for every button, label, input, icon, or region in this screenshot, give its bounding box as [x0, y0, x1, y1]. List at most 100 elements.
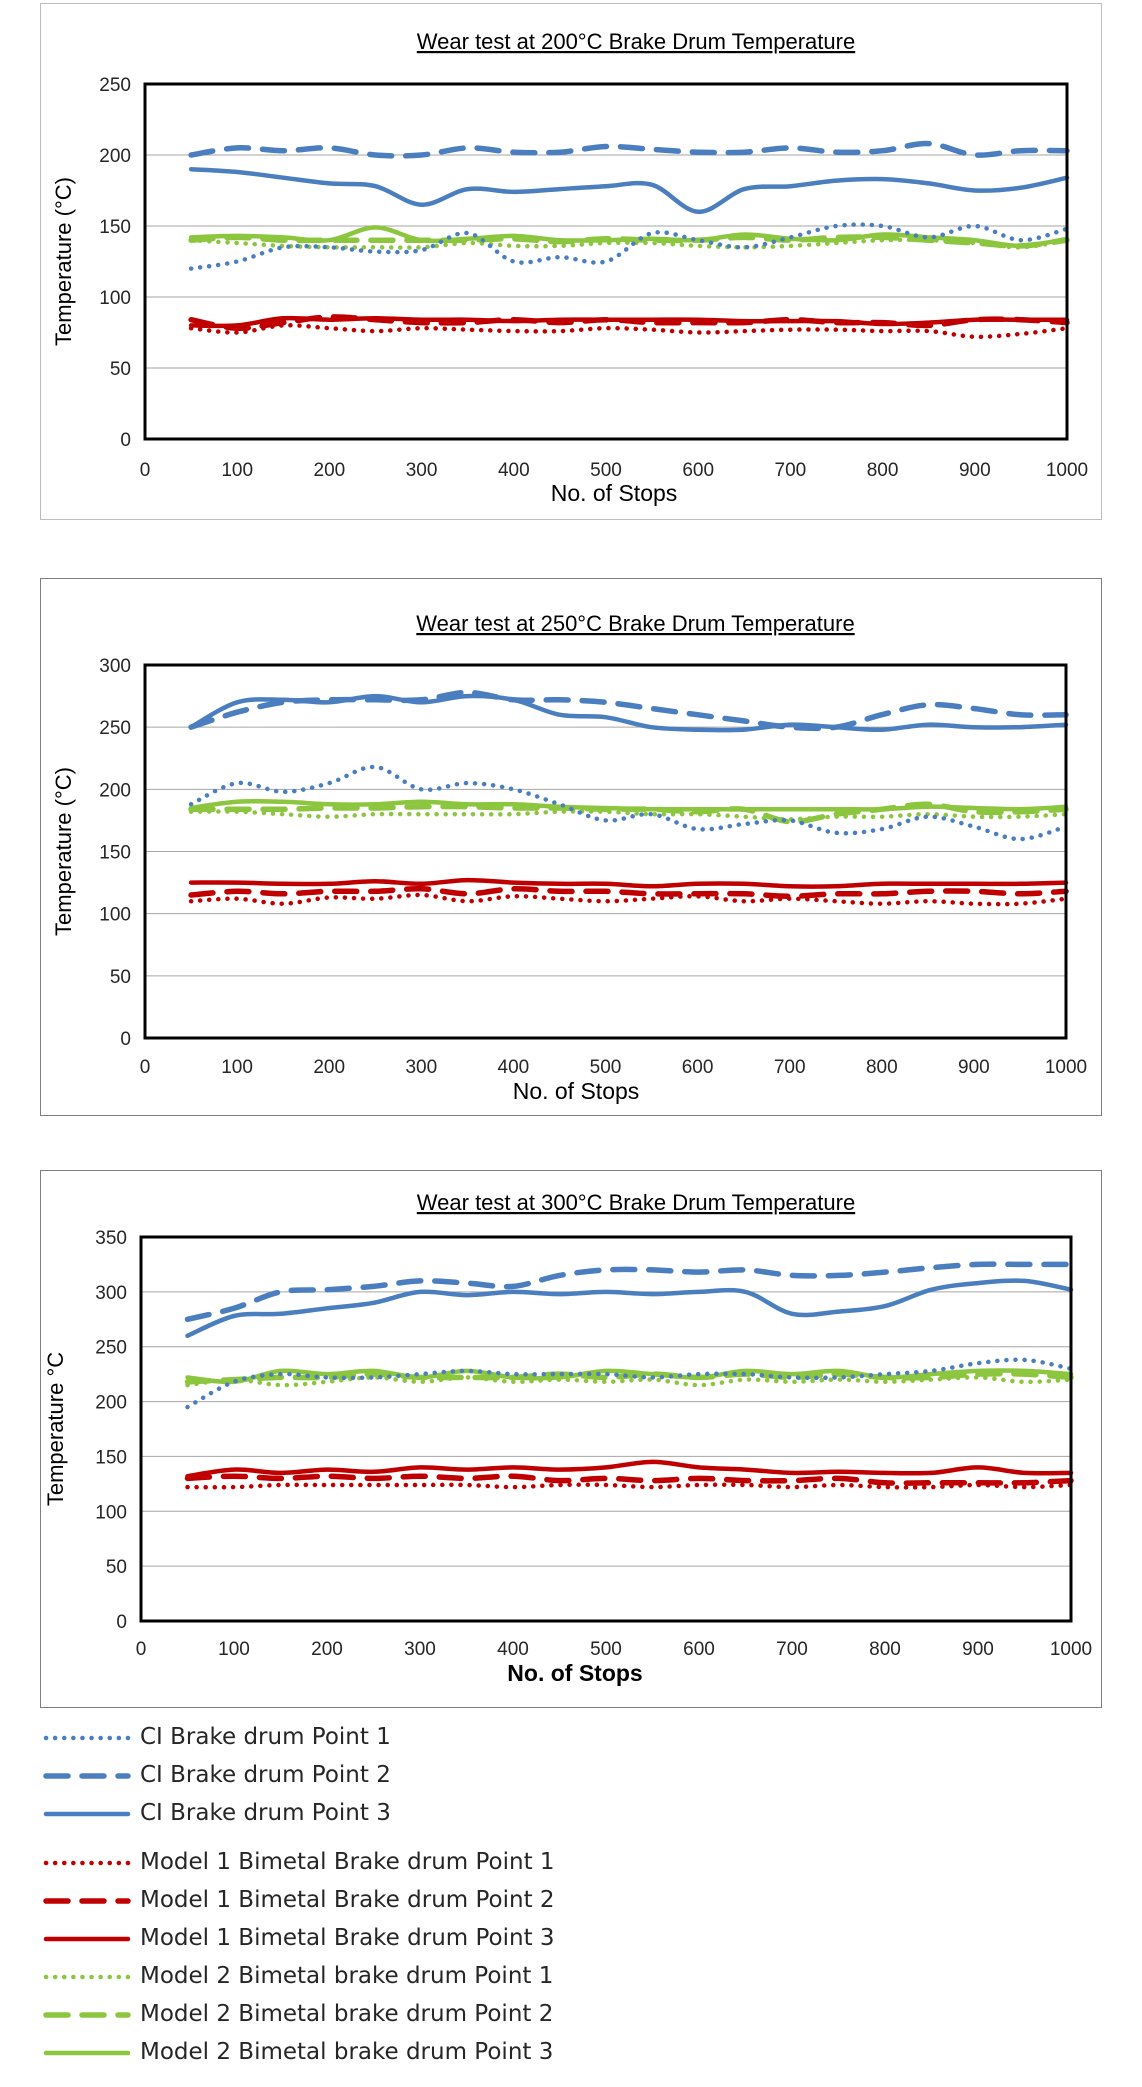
legend-label: CI Brake drum Point 2: [140, 1762, 391, 1788]
x-tick-label: 600: [683, 1639, 715, 1660]
chart-panel-200c: 0 50 100 150 200 250 0 100 200 300 400 500 600 700 800…: [40, 3, 1102, 520]
series-line-6: [185, 1459, 1074, 1479]
y-tick-label: 300: [99, 656, 131, 677]
y-tick-label: 0: [116, 1612, 127, 1633]
gridlines: [141, 1291, 1071, 1567]
series-line-1: [188, 764, 1069, 842]
series-line-9: [188, 798, 1069, 812]
legend-item: CI Brake drum Point 3: [40, 1798, 740, 1828]
y-tick-label: 300: [95, 1283, 127, 1304]
series-line-8: [184, 1370, 1074, 1385]
series-line-6: [188, 315, 1070, 329]
y-tick-label: 100: [99, 905, 131, 926]
series-line-2: [184, 1261, 1074, 1323]
x-tick-label: 900: [962, 1639, 994, 1660]
x-tick-label: 500: [590, 1639, 622, 1660]
y-tick-label: 50: [106, 1557, 127, 1578]
x-tick-label: 0: [140, 460, 151, 481]
series-line-9: [185, 1368, 1074, 1385]
chart-250c: 0 50 100 150 200 250 300 0 100 200 300 400 500 600 700…: [51, 611, 1087, 1104]
plot-frame: [139, 1235, 1073, 1623]
series-line-3: [185, 1278, 1074, 1338]
y-tick-label: 200: [99, 146, 131, 167]
legend-item: Model 1 Bimetal Brake drum Point 2: [40, 1885, 740, 1915]
x-tick-label: 800: [869, 1639, 901, 1660]
x-tick-label: 1000: [1045, 1057, 1087, 1078]
series-line-7: [185, 1375, 1074, 1388]
series-line-7: [188, 809, 1069, 822]
x-tick-label: 100: [218, 1639, 250, 1660]
legend-label: Model 1 Bimetal Brake drum Point 2: [140, 1887, 555, 1913]
gridlines: [145, 154, 1067, 369]
y-tick-label: 150: [99, 843, 131, 864]
legend-item: CI Brake drum Point 2: [40, 1760, 740, 1790]
y-tick-label: 0: [120, 430, 131, 451]
x-tick-label: 600: [682, 1057, 714, 1078]
chart-300c: 0 50 100 150 200 250 300 350 0 100 200 300 400 500 600…: [43, 1190, 1092, 1686]
x-tick-label: 1000: [1050, 1639, 1092, 1660]
x-tick-label: 500: [590, 460, 622, 481]
chart-200c: 0 50 100 150 200 250 0 100 200 300 400 500 600 700 800…: [51, 29, 1088, 506]
series-line-5: [188, 886, 1069, 900]
y-tick-label: 250: [95, 1338, 127, 1359]
legend-label: Model 1 Bimetal Brake drum Point 1: [140, 1849, 555, 1875]
x-tick-label: 0: [136, 1639, 147, 1660]
y-axis-label: Temperature (°C): [51, 767, 76, 936]
y-tick-label: 50: [110, 967, 131, 988]
x-tick-label: 600: [682, 460, 714, 481]
legend-label: Model 1 Bimetal Brake drum Point 3: [140, 1925, 555, 1951]
legend-item: Model 2 Bimetal brake drum Point 2: [40, 1999, 740, 2029]
x-axis-label: No. of Stops: [507, 1660, 642, 1686]
x-tick-label: 400: [498, 460, 530, 481]
y-axis-label: Temperature (°C): [51, 177, 76, 346]
legend-label: Model 2 Bimetal brake drum Point 2: [140, 2001, 554, 2027]
y-tick-label: 100: [95, 1502, 127, 1523]
y-tick-label: 250: [99, 75, 131, 96]
x-axis-label: No. of Stops: [551, 480, 678, 506]
series-line-4: [188, 323, 1070, 340]
series-line-5: [184, 1473, 1074, 1486]
legend: CI Brake drum Point 1 CI Brake drum Poin…: [40, 1722, 740, 2077]
plot-frame: [143, 82, 1069, 441]
x-tick-label: 800: [866, 1057, 898, 1078]
series-line-1: [188, 222, 1070, 271]
y-tick-label: 200: [99, 780, 131, 801]
plot-frame: [143, 663, 1068, 1040]
x-tick-label: 300: [404, 1639, 436, 1660]
legend-item: Model 2 Bimetal brake drum Point 1: [40, 1961, 740, 1991]
x-tick-label: 700: [774, 1057, 806, 1078]
series-line-4: [188, 892, 1069, 907]
x-tick-label: 700: [776, 1639, 808, 1660]
series-line-2: [188, 140, 1070, 159]
x-tick-label: 400: [497, 1639, 529, 1660]
y-tick-label: 0: [120, 1029, 131, 1050]
x-tick-label: 200: [313, 1057, 345, 1078]
series-line-7: [188, 237, 1070, 250]
chart-title: Wear test at 200°C Brake Drum Temperatur…: [417, 29, 855, 54]
y-tick-label: 200: [95, 1393, 127, 1414]
x-tick-label: 1000: [1046, 460, 1088, 481]
chart-panel-250c: 0 50 100 150 200 250 300 0 100 200 300 400 500 600 700…: [40, 578, 1102, 1116]
legend-label: Model 2 Bimetal brake drum Point 3: [140, 2039, 554, 2065]
x-tick-label: 900: [958, 1057, 990, 1078]
chart-title: Wear test at 250°C Brake Drum Temperatur…: [416, 611, 854, 636]
series-line-4: [185, 1482, 1074, 1490]
x-tick-label: 300: [405, 1057, 437, 1078]
y-tick-label: 350: [95, 1228, 127, 1249]
legend-item: Model 2 Bimetal brake drum Point 3: [40, 2037, 740, 2067]
legend-item: Model 1 Bimetal Brake drum Point 1: [40, 1847, 740, 1877]
x-tick-label: 100: [221, 1057, 253, 1078]
y-tick-label: 50: [110, 359, 131, 380]
x-tick-label: 200: [314, 460, 346, 481]
legend-label: CI Brake drum Point 1: [140, 1724, 391, 1750]
x-tick-label: 300: [406, 460, 438, 481]
x-tick-label: 100: [221, 460, 253, 481]
x-tick-label: 700: [775, 460, 807, 481]
chart-panel-300c: 0 50 100 150 200 250 300 350 0 100 200 300 400 500 600…: [40, 1170, 1102, 1708]
series-line-3: [188, 693, 1069, 733]
x-tick-label: 500: [590, 1057, 622, 1078]
y-tick-label: 150: [99, 217, 131, 238]
legend-label: Model 2 Bimetal brake drum Point 1: [140, 1963, 554, 1989]
series-line-3: [188, 166, 1070, 215]
gridlines: [145, 726, 1066, 977]
